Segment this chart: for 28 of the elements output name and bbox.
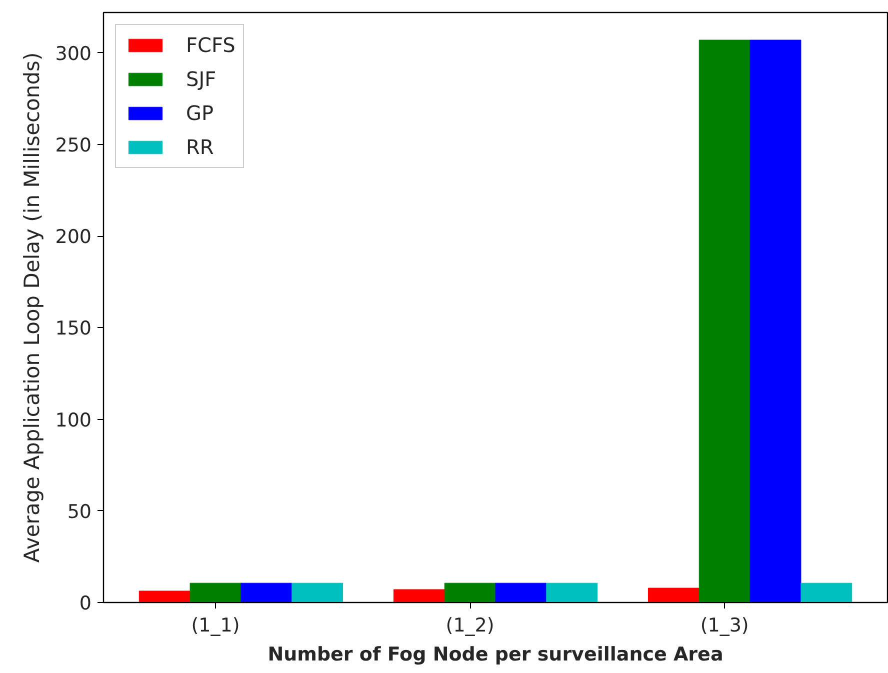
bar: [495, 582, 547, 602]
legend-label: FCFS: [186, 33, 236, 57]
x-tick-label: (1_2): [446, 614, 494, 636]
bar: [190, 582, 242, 602]
x-axis-title: Number of Fog Node per surveillance Area: [268, 644, 724, 666]
bar: [546, 582, 598, 602]
bar: [648, 588, 700, 602]
bar: [800, 582, 852, 602]
legend-label: SJF: [186, 67, 216, 91]
bar: [240, 582, 292, 602]
bar: [750, 40, 802, 602]
legend-label: RR: [186, 135, 214, 159]
bar: [292, 582, 344, 602]
y-tick-label: 250: [55, 134, 92, 156]
bar: [444, 582, 496, 602]
y-tick-label: 100: [55, 409, 92, 432]
y-tick-label: 150: [55, 318, 92, 340]
bar: [698, 40, 750, 602]
y-axis-title: Average Application Loop Delay (in Milliseconds): [20, 52, 44, 563]
y-tick-label: 50: [67, 500, 92, 523]
x-tick-label: (1_1): [191, 614, 240, 636]
y-tick-label: 300: [55, 42, 92, 65]
legend-label: GP: [186, 101, 214, 125]
bar: [393, 589, 445, 602]
y-tick-label: 0: [79, 592, 92, 614]
bar: [138, 590, 190, 602]
x-tick-label: (1_3): [700, 614, 749, 636]
y-tick-label: 200: [55, 226, 92, 248]
